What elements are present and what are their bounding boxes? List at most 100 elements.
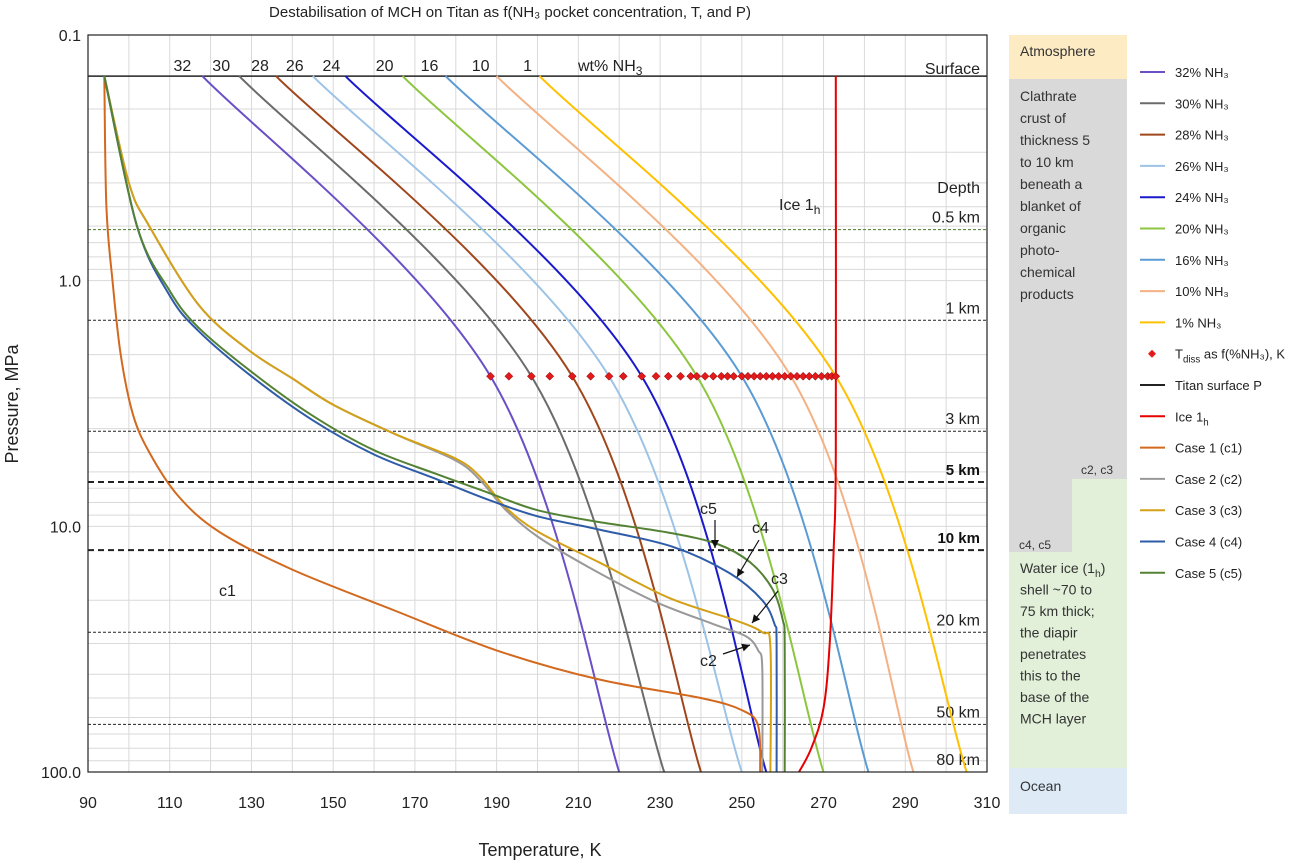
legend-label: Case 1 (c1) — [1175, 441, 1242, 456]
tdiss-point — [663, 371, 673, 381]
water-text-line: 75 km thick; — [1020, 603, 1095, 619]
depth-label: 3 km — [945, 411, 980, 428]
nh3-series-line — [312, 75, 743, 773]
crust-text-line: thickness 5 — [1020, 132, 1090, 148]
crust-text-line: photo- — [1020, 242, 1060, 258]
tdiss-point — [527, 371, 536, 381]
ocean-region — [1009, 768, 1127, 814]
crust-text-line: chemical — [1020, 264, 1075, 280]
water-text-line: Water ice (1h) — [1020, 560, 1105, 580]
nh3-top-label: 26 — [286, 58, 304, 75]
crust-text-line: crust of — [1020, 110, 1066, 126]
legend-label: 16% NH₃ — [1175, 253, 1229, 268]
tdiss-point — [586, 371, 595, 381]
nh3-unit-label: wt% NH3 — [577, 58, 643, 78]
nh3-top-label: 20 — [376, 58, 394, 75]
y-tick-label: 10.0 — [50, 519, 81, 536]
case-label-c4: c4 — [752, 520, 769, 537]
crust-step-region — [1009, 479, 1072, 552]
tdiss-point — [604, 371, 614, 381]
grid — [87, 34, 988, 772]
tdiss-point — [676, 371, 685, 381]
y-tick-label: 0.1 — [59, 28, 81, 45]
nh3-top-label: 32 — [174, 58, 192, 75]
tdiss-point — [618, 371, 628, 381]
y-axis-label: Pressure, MPa — [2, 343, 22, 463]
case-series-line — [103, 75, 773, 773]
case-series-line — [103, 76, 762, 773]
x-tick-label: 290 — [892, 795, 919, 812]
legend-label: 32% NH₃ — [1175, 65, 1229, 80]
tdiss-point — [717, 371, 726, 381]
depth-label: 5 km — [946, 462, 980, 479]
nh3-top-label: 1 — [523, 58, 532, 75]
arrow-c3-head — [752, 614, 761, 623]
nh3-top-label: 24 — [323, 58, 341, 75]
legend-label: 24% NH₃ — [1175, 190, 1229, 205]
water-ice-upper-region — [1072, 479, 1127, 552]
case-series-line — [103, 75, 778, 773]
water-text-line: MCH layer — [1020, 711, 1086, 727]
tdiss-point — [651, 371, 661, 381]
chart-title: Destabilisation of MCH on Titan as f(NH₃… — [269, 4, 751, 21]
crust-text-line: Clathrate — [1020, 88, 1077, 104]
case-label-c3: c3 — [771, 571, 788, 588]
tdiss-point — [817, 371, 826, 381]
tdiss-point — [798, 371, 808, 381]
ice-1h-line — [798, 76, 837, 773]
x-tick-label: 170 — [402, 795, 429, 812]
tdiss-point — [749, 371, 759, 381]
depth-label: 50 km — [936, 704, 980, 721]
tdiss-point — [708, 371, 718, 381]
tdiss-point — [774, 371, 783, 381]
tdiss-point — [811, 371, 820, 381]
legend-label: 20% NH₃ — [1175, 222, 1229, 237]
nh3-top-label: 10 — [472, 58, 490, 75]
tdiss-point — [729, 371, 738, 381]
tdiss-point — [804, 371, 814, 381]
legend-label: 10% NH₃ — [1175, 284, 1229, 299]
axes: 90 110 130 150 170 190 210 230 250 270 290 3100.11.… — [41, 28, 1000, 812]
case-label-c5: c5 — [700, 501, 717, 518]
x-axis-label: Temperature, K — [478, 840, 601, 860]
x-tick-label: 210 — [565, 795, 592, 812]
tdiss-point — [637, 371, 647, 381]
crust-region — [1009, 79, 1127, 479]
nh3-series-line — [238, 75, 666, 773]
x-tick-label: 230 — [647, 795, 674, 812]
water-text-line: shell ~70 to — [1020, 582, 1092, 598]
series-group — [88, 75, 987, 773]
crust-text-line: to 10 km — [1020, 154, 1074, 170]
legend-label: Case 5 (c5) — [1175, 566, 1242, 581]
legend-swatch — [1148, 349, 1156, 358]
legend-label: Tdiss as f(%NH₃), K — [1175, 347, 1285, 366]
arrow-c4-head — [737, 568, 745, 577]
water-text-line: penetrates — [1020, 646, 1086, 662]
tdiss-point — [504, 371, 514, 381]
legend-label: Case 3 (c3) — [1175, 503, 1242, 518]
water-text-line: this to the — [1020, 668, 1081, 684]
case-label-c1: c1 — [219, 583, 236, 600]
legend-label: 28% NH₃ — [1175, 128, 1229, 143]
tdiss-point — [686, 371, 696, 381]
tdiss-point — [700, 371, 710, 381]
arrow-c5-head — [711, 540, 719, 548]
legend-label: 26% NH₃ — [1175, 159, 1229, 174]
case-series-line — [103, 75, 786, 773]
y-tick-label: 100.0 — [41, 765, 81, 782]
depth-label: 0.5 km — [932, 210, 980, 227]
x-tick-label: 150 — [320, 795, 347, 812]
tdiss-point — [743, 371, 753, 381]
x-tick-label: 110 — [157, 795, 183, 812]
x-tick-label: 190 — [483, 795, 510, 812]
nh3-series-line — [538, 75, 968, 773]
depth-lines: 0.5 km 1 km 3 km 5 km 10 km 20 km 50 km 80 km De… — [88, 180, 987, 773]
legend-label: 1% NH₃ — [1175, 315, 1221, 330]
y-tick-label: 1.0 — [59, 274, 81, 291]
x-tick-label: 310 — [974, 795, 1001, 812]
x-tick-label: 90 — [79, 795, 97, 812]
tdiss-point — [486, 371, 495, 381]
water-ice-region — [1009, 552, 1127, 768]
legend-label: Case 4 (c4) — [1175, 535, 1242, 550]
depth-label: 1 km — [945, 300, 980, 317]
